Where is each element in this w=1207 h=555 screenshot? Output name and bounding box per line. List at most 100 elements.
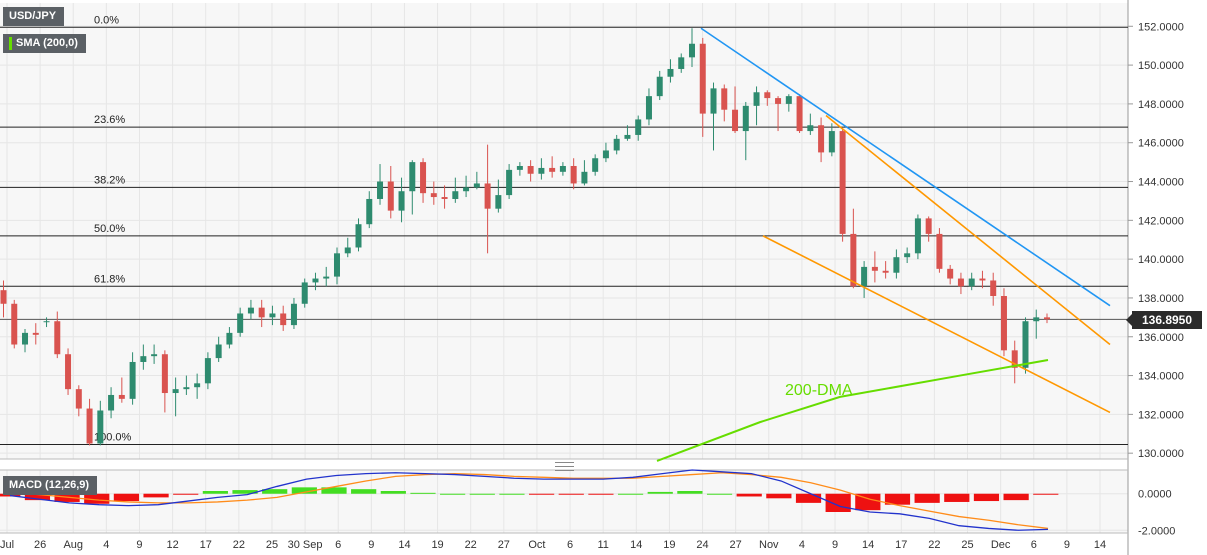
pane-resize-handle[interactable] xyxy=(555,462,574,471)
sma-tag[interactable]: SMA (200,0) xyxy=(3,34,86,53)
macd-histogram-bar xyxy=(736,493,762,497)
candle-body xyxy=(140,356,147,362)
candle-body xyxy=(409,162,416,192)
macd-y-tick-label: -2.0000 xyxy=(1138,525,1175,537)
candle-body xyxy=(635,119,642,135)
candle-body xyxy=(904,253,911,258)
x-tick-label: 9 xyxy=(1064,539,1070,551)
candle-body xyxy=(775,98,782,104)
x-tick-label: 9 xyxy=(368,539,374,551)
y-tick-label: 130.0000 xyxy=(1138,448,1184,460)
blue-trendline xyxy=(700,27,1111,307)
candle-body xyxy=(43,321,50,323)
candle-body xyxy=(570,165,577,184)
dma-200-line xyxy=(656,359,1049,462)
macd-y-tick-label: 0.0000 xyxy=(1138,489,1172,501)
candle-body xyxy=(86,408,93,444)
macd-histogram-bar xyxy=(291,487,317,494)
macd-tag[interactable]: MACD (12,26,9) xyxy=(3,476,98,495)
macd-histogram-bar xyxy=(262,489,288,494)
current-price-badge: 136.8950 xyxy=(1126,311,1202,329)
macd-histogram-bar xyxy=(173,493,199,495)
candle-body xyxy=(377,181,384,199)
candle-body xyxy=(861,266,868,287)
candle-body xyxy=(1033,317,1040,322)
macd-histogram-bar xyxy=(647,491,673,494)
macd-histogram-bar xyxy=(588,493,614,495)
candle-body xyxy=(1022,321,1029,368)
x-tick-label: 6 xyxy=(335,539,341,551)
fib-level-label: 100.0% xyxy=(94,431,132,443)
candle-body xyxy=(753,92,760,106)
candle-body xyxy=(161,354,168,394)
macd-histogram-bar xyxy=(944,493,970,502)
candle-body xyxy=(215,344,222,359)
x-tick-label: 19 xyxy=(431,539,443,551)
macd-histogram-bar xyxy=(617,493,644,495)
symbol-tag[interactable]: USD/JPY xyxy=(3,7,65,26)
candle-body xyxy=(957,278,964,287)
candle-body xyxy=(850,233,857,287)
candle-body xyxy=(559,165,566,172)
x-tick-label: 24 xyxy=(696,539,708,551)
x-tick-label: 4 xyxy=(799,539,805,551)
candle-body xyxy=(979,278,986,281)
candle-body xyxy=(420,162,427,194)
candle-body xyxy=(796,96,803,132)
candle-body xyxy=(624,134,631,139)
candle-body xyxy=(645,96,652,120)
x-tick-label: 14 xyxy=(630,539,642,551)
macd-histogram-bar xyxy=(143,493,169,498)
macd-histogram-bar xyxy=(529,493,555,495)
x-tick-label: 9 xyxy=(832,539,838,551)
candle-body xyxy=(968,278,975,287)
candle-body xyxy=(495,195,502,209)
y-tick-label: 146.0000 xyxy=(1138,138,1184,150)
candle-body xyxy=(194,383,201,388)
candle-body xyxy=(764,92,771,99)
y-tick-label: 138.0000 xyxy=(1138,293,1184,305)
macd-histogram-bar xyxy=(113,493,140,502)
candle-body xyxy=(226,332,233,345)
x-tick-label: 27 xyxy=(498,539,510,551)
candle-body xyxy=(452,191,459,199)
candle-body xyxy=(463,187,470,192)
y-tick-label: 144.0000 xyxy=(1138,177,1184,189)
macd-histogram-bar xyxy=(410,492,436,494)
macd-histogram-bar xyxy=(380,491,406,494)
candle-body xyxy=(839,131,846,234)
candle-body xyxy=(65,354,72,390)
candle-body xyxy=(11,303,18,345)
macd-histogram-bar xyxy=(973,493,1000,502)
x-tick-label: 26 xyxy=(34,539,46,551)
candle-body xyxy=(871,266,878,271)
candle-body xyxy=(592,158,599,172)
macd-histogram-bar xyxy=(351,489,377,494)
candle-body xyxy=(398,191,405,211)
candle-body xyxy=(290,303,297,326)
orange-trendline xyxy=(825,114,1111,346)
candle-body xyxy=(333,253,340,277)
macd-histogram-bar xyxy=(677,491,703,494)
candle-body xyxy=(301,282,308,304)
macd-histogram-bar xyxy=(202,491,228,494)
x-tick-label: 30 Sep xyxy=(288,539,323,551)
candle-body xyxy=(807,125,814,132)
candle-body xyxy=(258,307,265,318)
x-tick-label: 11 xyxy=(597,539,608,551)
candle-body xyxy=(473,183,480,188)
y-tick-label: 134.0000 xyxy=(1138,371,1184,383)
candle-body xyxy=(129,361,136,399)
fib-level-label: 38.2% xyxy=(94,174,125,186)
x-tick-label: Aug xyxy=(63,539,83,551)
macd-histogram-bar xyxy=(499,493,525,495)
candle-body xyxy=(118,394,125,399)
candle-body xyxy=(732,109,739,132)
x-tick-label: 9 xyxy=(136,539,142,551)
candle-body xyxy=(387,181,394,211)
x-tick-label: Dec xyxy=(991,539,1011,551)
candle-body xyxy=(22,332,29,345)
candle-body xyxy=(925,218,932,234)
candle-body xyxy=(204,358,211,384)
candle-body xyxy=(527,165,534,174)
